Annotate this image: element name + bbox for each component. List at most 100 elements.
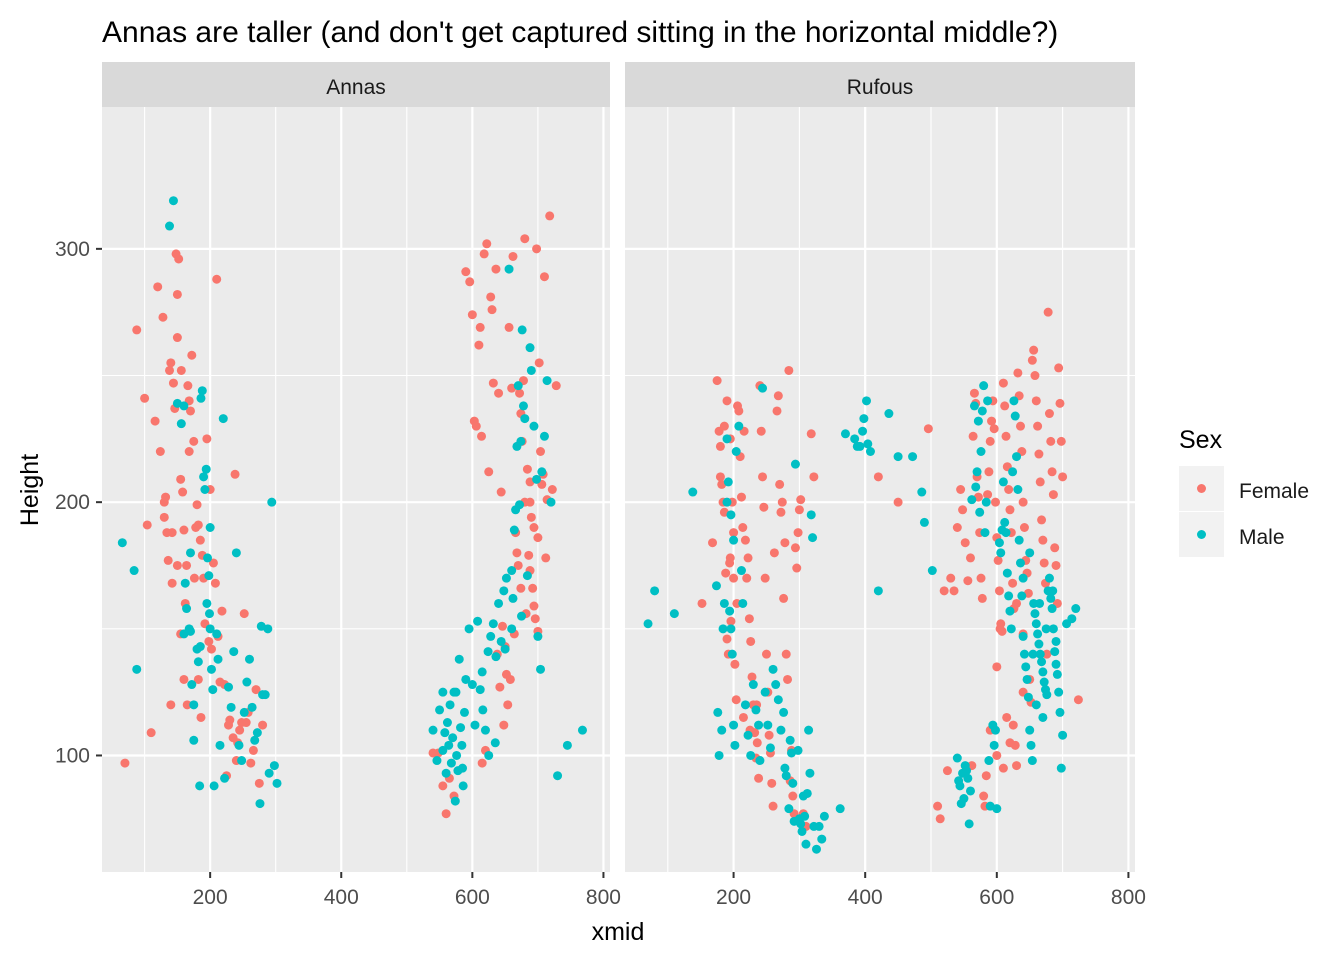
point-male [992,804,1002,814]
point-male [456,723,466,733]
point-male [473,616,483,626]
point-female [179,674,189,684]
point-female [487,305,497,315]
point-male [451,687,461,697]
point-female [781,649,791,659]
strip-label-annas: Annas [326,76,386,99]
point-female [935,814,945,824]
point-female [498,621,508,631]
point-male [1009,396,1019,406]
point-female [952,522,962,532]
point-male [488,619,498,629]
point-female [174,254,184,264]
point-female [254,778,264,788]
point-male [984,756,994,766]
point-male [1055,707,1065,717]
point-male [208,685,218,695]
point-female [499,720,509,730]
point-male [1019,649,1029,659]
point-male [203,553,213,563]
point-female [754,773,764,783]
point-male [746,750,756,760]
point-male [976,447,986,457]
point-female [520,234,530,244]
point-female [167,528,177,538]
point-female [441,809,451,819]
point-male [237,756,247,766]
point-female [235,725,245,735]
point-male [1035,649,1045,659]
point-female [752,738,762,748]
point-male [1033,629,1043,639]
point-female [1033,421,1043,431]
point-male [726,510,736,520]
point-male [475,685,485,695]
point-male [729,535,739,545]
point-male [1031,619,1041,629]
point-male [452,750,462,760]
point-male [490,738,500,748]
point-female [165,365,175,375]
point-male [478,705,488,715]
point-male [1028,649,1038,659]
point-male [1004,591,1014,601]
point-male [780,763,790,773]
point-male [1038,712,1048,722]
legend-label-male: Male [1239,526,1285,549]
point-male [1014,535,1024,545]
point-male [1058,730,1068,740]
point-female [488,378,498,388]
y-tick-label: 100 [55,744,90,767]
point-male [865,447,875,457]
point-male [808,533,818,543]
point-female [721,568,731,578]
point-female [773,391,783,401]
point-male [835,804,845,814]
point-female [150,416,160,426]
point-female [738,522,748,532]
point-female [1002,712,1012,722]
point-female [1018,497,1028,507]
point-female [239,609,249,619]
point-male [129,566,139,576]
point-male [1052,669,1062,679]
point-female [486,292,496,302]
point-female [734,406,744,416]
point-female [775,479,785,489]
point-female [178,487,188,497]
point-male [751,705,761,715]
point-male [917,487,927,497]
point-male [195,781,205,791]
legend-label-female: Female [1239,480,1309,503]
point-female [968,431,978,441]
point-female [474,340,484,350]
point-female [120,758,130,768]
point-female [508,251,518,261]
point-male [977,406,987,416]
point-male [714,750,724,760]
point-male [965,786,975,796]
point-male [491,652,501,662]
point-male [989,740,999,750]
point-male [196,393,206,403]
point-male [927,566,937,576]
point-male [117,538,127,548]
point-male [494,598,504,608]
point-male [1012,452,1022,462]
point-male [501,573,511,583]
point-female [155,447,165,457]
point-female [764,730,774,740]
point-female [495,682,505,692]
point-male [483,647,493,657]
point-female [146,728,156,738]
point-male [740,700,750,710]
point-female [742,573,752,583]
point-male [212,629,222,639]
point-female [153,282,163,292]
point-male [205,624,215,634]
point-female [438,781,448,791]
point-male [1002,568,1012,578]
point-male [459,707,469,717]
point-female [204,636,214,646]
point-male [448,733,458,743]
